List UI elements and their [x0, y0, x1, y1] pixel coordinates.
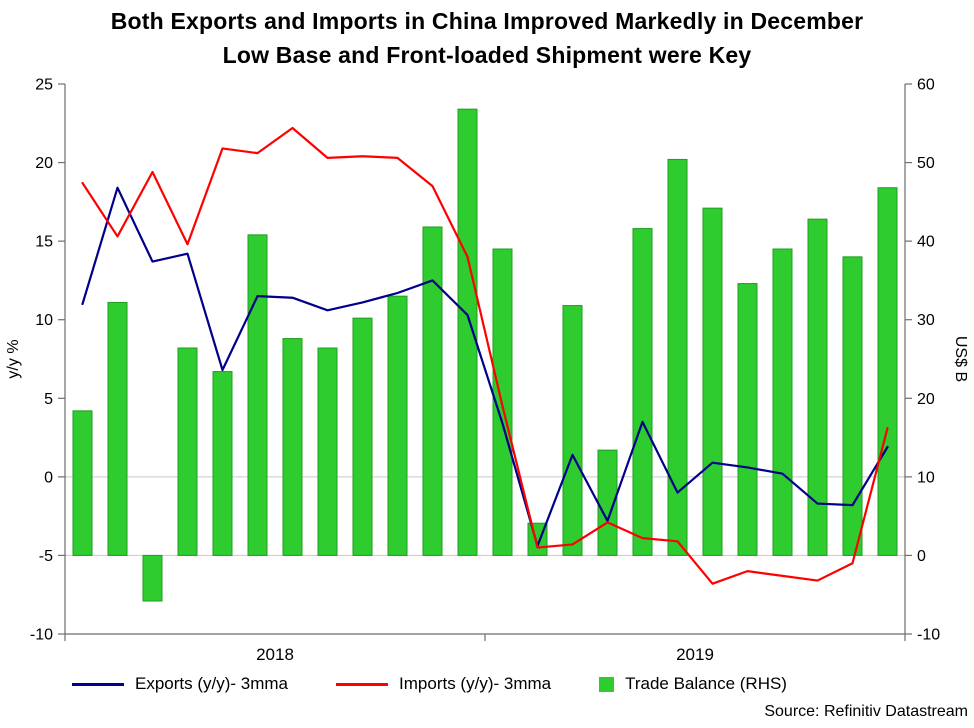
legend-item: Trade Balance (RHS) [599, 674, 787, 694]
trade-balance-bar [177, 347, 198, 556]
legend-label: Imports (y/y)- 3mma [399, 674, 552, 693]
legend-line-swatch [336, 682, 389, 686]
source-note: Source: Refinitiv Datastream [764, 703, 968, 720]
trade-balance-bar [562, 305, 583, 556]
legend: Exports (y/y)- 3mma Imports (y/y)- 3mma Tr… [72, 674, 787, 694]
left-axis-tick-label: 0 [44, 469, 53, 486]
trade-balance-bar [457, 108, 478, 556]
legend-label: Exports (y/y)- 3mma [135, 674, 289, 693]
trade-balance-bar [282, 338, 303, 556]
legend-item: Exports (y/y)- 3mma [72, 674, 288, 694]
left-axis-tick-label: -10 [30, 627, 53, 644]
trade-balance-bar [667, 158, 688, 556]
trade-balance-bar [702, 207, 723, 556]
legend-item: Imports (y/y)- 3mma [336, 674, 551, 694]
trade-balance-bar [877, 187, 898, 556]
trade-balance-bar [842, 256, 863, 556]
left-axis-tick-label: 5 [44, 391, 53, 408]
trade-balance-bar [72, 410, 93, 556]
imports-line [81, 126, 889, 585]
trade-balance-bar [387, 295, 408, 556]
legend-bar-swatch [599, 676, 615, 692]
chart-title: Both Exports and Imports in China Improv… [110, 8, 864, 34]
trade-balance-bar [212, 371, 233, 556]
left-axis-tick-label: 10 [35, 312, 53, 329]
right-axis-tick-label: 10 [917, 469, 935, 486]
trade-balance-bar [317, 347, 338, 556]
left-axis-tick-label: 15 [35, 234, 53, 251]
chart-subtitle: Low Base and Front-loaded Shipment were … [222, 42, 752, 68]
trade-balance-bar [422, 226, 443, 556]
legend-label: Trade Balance (RHS) [625, 674, 787, 693]
left-axis-tick-label: -5 [39, 548, 53, 565]
year-label: 2018 [256, 645, 294, 664]
trade-balance-bar [632, 228, 653, 556]
trade-balance-bar [142, 554, 163, 602]
trade-balance-bar [807, 218, 828, 556]
trade-balance-bar [772, 248, 793, 556]
legend-line-swatch [72, 682, 124, 686]
trade-balance-bar [107, 301, 128, 556]
right-axis-tick-label: 40 [917, 234, 935, 251]
left-axis-title: y/y % [5, 339, 22, 378]
right-axis-tick-label: 0 [917, 548, 926, 565]
right-axis-title: US$ B [952, 336, 969, 382]
trade-balance-bar [737, 283, 758, 556]
right-axis-tick-label: 30 [917, 312, 935, 329]
trade-balance-bar [352, 317, 373, 556]
right-axis-tick-label: 50 [917, 155, 935, 172]
exports-line [81, 186, 889, 548]
left-axis-tick-label: 20 [35, 155, 53, 172]
left-axis-tick-label: 25 [35, 77, 53, 94]
year-label: 2019 [676, 645, 714, 664]
trade-balance-bar [247, 234, 268, 556]
right-axis-tick-label: -10 [917, 627, 940, 644]
right-axis-tick-label: 20 [917, 391, 935, 408]
right-axis-tick-label: 60 [917, 77, 935, 94]
